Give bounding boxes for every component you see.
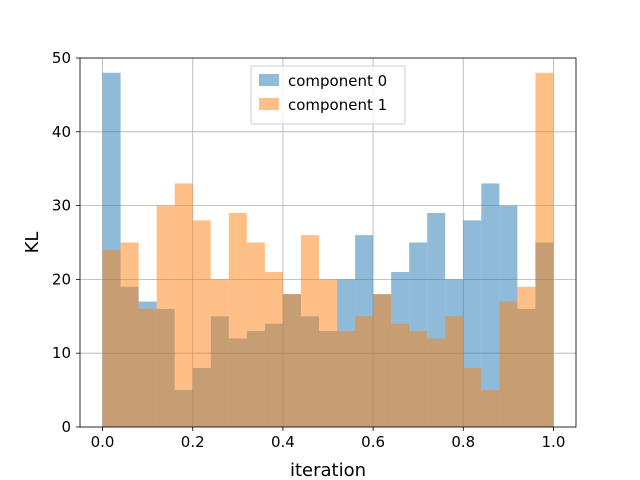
histogram-bar — [481, 390, 500, 427]
histogram-bar — [264, 272, 283, 427]
histogram-bar — [373, 294, 392, 427]
legend-swatch — [259, 74, 279, 86]
histogram-bar — [445, 316, 464, 427]
legend-label: component 0 — [288, 72, 387, 90]
x-tick-label: 0.4 — [271, 433, 295, 451]
x-tick-label: 1.0 — [542, 433, 566, 451]
histogram-bar — [391, 323, 410, 427]
histogram-bars — [102, 72, 554, 427]
x-tick-label: 0.2 — [181, 433, 205, 451]
histogram-bar — [499, 301, 518, 427]
y-tick-label: 10 — [52, 344, 71, 362]
x-axis-title: iteration — [290, 460, 366, 480]
legend-box — [250, 65, 406, 125]
histogram-bar — [156, 205, 175, 427]
histogram-bar — [174, 183, 193, 427]
x-tick-label: 0.6 — [361, 433, 385, 451]
y-tick-label: 20 — [52, 270, 71, 288]
histogram-bar — [355, 316, 374, 427]
histogram-bar — [300, 235, 319, 427]
histogram-bar — [481, 183, 500, 427]
histogram-bar — [102, 249, 121, 427]
axis-ticks: 0.0 0.2 0.4 0.6 0.8 1.0 0 10 20 30 40 50 — [52, 49, 565, 451]
x-tick-label: 0.0 — [91, 433, 115, 451]
histogram-bar — [318, 279, 338, 427]
y-axis-title: KL — [22, 232, 43, 254]
histogram-bar — [517, 286, 536, 427]
histogram-bar — [282, 294, 301, 427]
histogram-bar — [138, 308, 157, 427]
histogram-bar — [192, 220, 211, 427]
histogram-bar — [337, 331, 356, 427]
y-tick-label: 50 — [52, 49, 71, 67]
legend-swatch — [259, 98, 279, 110]
x-tick-label: 0.8 — [451, 433, 475, 451]
histogram-bar — [120, 242, 139, 427]
series-1-bars — [102, 72, 554, 427]
histogram-bar — [463, 367, 482, 427]
histogram-bar — [409, 331, 428, 427]
legend-label: component 1 — [288, 96, 387, 114]
y-tick-label: 30 — [52, 197, 71, 215]
histogram-bar — [427, 338, 446, 427]
y-tick-label: 40 — [52, 123, 71, 141]
histogram-bar — [535, 72, 554, 427]
histogram-bar — [246, 242, 265, 427]
histogram-bar — [228, 212, 247, 427]
legend: component 0 component 1 — [250, 65, 406, 125]
y-tick-label: 0 — [61, 418, 71, 436]
plot-frame — [79, 57, 577, 428]
histogram-bar — [210, 279, 229, 427]
